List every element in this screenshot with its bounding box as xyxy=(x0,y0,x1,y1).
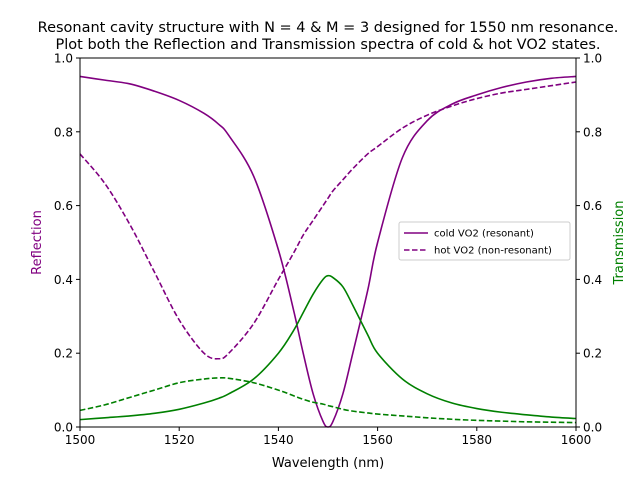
y-axis-label-left: Reflection xyxy=(30,210,45,275)
y-tick-label-right: 0.4 xyxy=(583,273,602,287)
y-tick-label-right: 0.0 xyxy=(583,421,602,435)
y-tick-label-right: 1.0 xyxy=(583,52,602,66)
x-axis-label: Wavelength (nm) xyxy=(272,456,384,471)
y-tick-label-left: 0.4 xyxy=(54,273,73,287)
x-tick-label: 1520 xyxy=(164,433,195,447)
chart-title-line-2: Plot both the Reflection and Transmissio… xyxy=(56,37,601,53)
chart-title-line-1: Resonant cavity structure with N = 4 & M… xyxy=(38,20,619,36)
legend-box xyxy=(398,221,571,261)
x-tick-label: 1600 xyxy=(561,433,592,447)
y-tick-label-right: 0.6 xyxy=(583,199,602,213)
x-tick-label: 1540 xyxy=(263,433,294,447)
legend: cold VO2 (resonant) hot VO2 (non-resonan… xyxy=(398,221,571,261)
y-tick-label-right: 0.2 xyxy=(583,347,602,361)
series-hot-reflection xyxy=(79,81,577,360)
plot-frame xyxy=(79,57,577,428)
y-tick-label-left: 0.0 xyxy=(54,421,73,435)
y-axis-label-right: Transmission xyxy=(612,201,627,286)
y-tick-label-left: 0.8 xyxy=(54,125,73,139)
series-hot-transmission xyxy=(79,376,577,424)
y-tick-label-left: 0.2 xyxy=(54,347,73,361)
x-tick-label: 1500 xyxy=(65,433,96,447)
legend-label-cold: cold VO2 (resonant) xyxy=(434,229,534,240)
y-tick-label-right: 0.8 xyxy=(583,125,602,139)
y-tick-label-left: 0.6 xyxy=(54,199,73,213)
series-cold-transmission xyxy=(79,274,577,421)
x-tick-label: 1580 xyxy=(462,433,493,447)
legend-label-hot: hot VO2 (non-resonant) xyxy=(434,246,552,257)
x-tick-label: 1560 xyxy=(362,433,393,447)
y-tick-label-left: 1.0 xyxy=(54,52,73,66)
